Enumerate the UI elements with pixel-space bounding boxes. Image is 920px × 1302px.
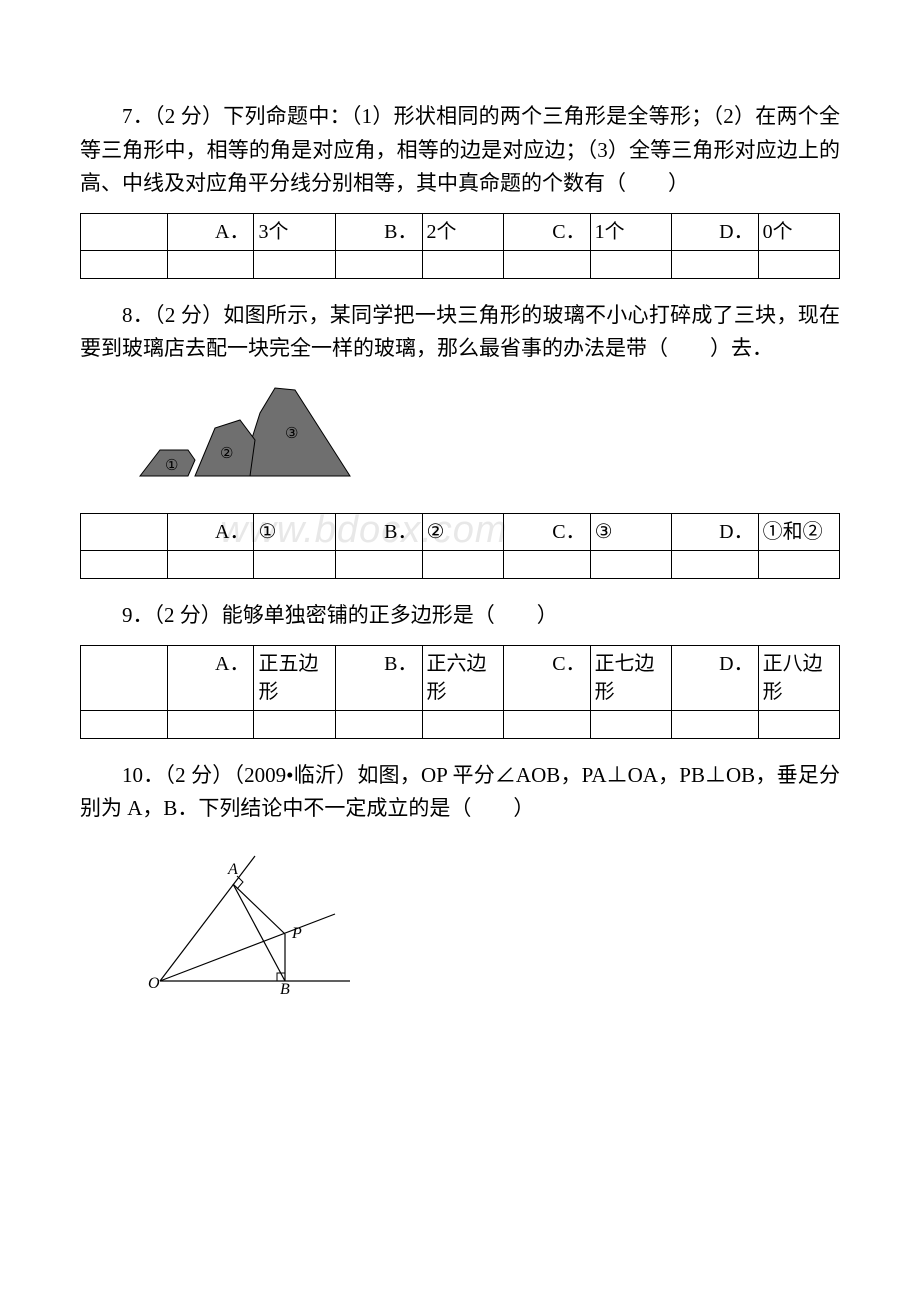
q9-option-a-label: A．	[167, 645, 254, 710]
q8-option-c-value: ③	[590, 513, 671, 550]
glass-label-3: ③	[285, 426, 298, 442]
question-7: 7．（2 分）下列命题中：（1）形状相同的两个三角形是全等形；（2）在两个全等三…	[80, 100, 840, 279]
q7-option-d-value: 0个	[758, 213, 839, 250]
q7-option-d-label: D．	[671, 213, 758, 250]
q9-option-c-label: C．	[503, 645, 590, 710]
question-10-text: 10．（2 分）（2009•临沂）如图，OP 平分∠AOB，PA⊥OA，PB⊥O…	[80, 759, 840, 826]
q8-option-b-value: ②	[422, 513, 503, 550]
label-O: O	[148, 975, 160, 992]
question-9-text: 9．（2 分）能够单独密铺的正多边形是（ ）	[80, 599, 840, 633]
q8-option-d-label: D．	[671, 513, 758, 550]
q8-option-c-label: C．	[503, 513, 590, 550]
question-7-text: 7．（2 分）下列命题中：（1）形状相同的两个三角形是全等形；（2）在两个全等三…	[80, 100, 840, 201]
q9-option-d-label: D．	[671, 645, 758, 710]
q8-option-d-value: ①和②	[758, 513, 839, 550]
q9-option-c-value: 正七边形	[590, 645, 671, 710]
label-B: B	[280, 981, 290, 996]
q8-option-a-label: A．	[167, 513, 254, 550]
question-8: 8．（2 分）如图所示，某同学把一块三角形的玻璃不小心打碎成了三块，现在要到玻璃…	[80, 299, 840, 579]
q9-option-b-label: B．	[335, 645, 422, 710]
question-8-options-table: A． ① B． ② C． ③ D． ①和②	[80, 513, 840, 579]
q9-option-d-value: 正八边形	[758, 645, 839, 710]
question-9: 9．（2 分）能够单独密铺的正多边形是（ ） A． 正五边形 B． 正六边形 C…	[80, 599, 840, 739]
label-A: A	[227, 861, 238, 878]
q7-option-b-label: B．	[335, 213, 422, 250]
q9-option-a-value: 正五边形	[254, 645, 335, 710]
q7-option-a-value: 3个	[254, 213, 335, 250]
q7-option-b-value: 2个	[422, 213, 503, 250]
q7-option-a-label: A．	[167, 213, 254, 250]
question-10: 10．（2 分）（2009•临沂）如图，OP 平分∠AOB，PA⊥OA，PB⊥O…	[80, 759, 840, 1001]
question-8-text: 8．（2 分）如图所示，某同学把一块三角形的玻璃不小心打碎成了三块，现在要到玻璃…	[80, 299, 840, 366]
glass-label-1: ①	[165, 458, 178, 474]
q9-option-b-value: 正六边形	[422, 645, 503, 710]
geometry-diagram: O A P B	[140, 846, 840, 1001]
q8-option-b-label: B．	[335, 513, 422, 550]
q7-option-c-label: C．	[503, 213, 590, 250]
broken-glass-image: ① ② ③	[120, 378, 840, 503]
glass-label-2: ②	[220, 446, 233, 462]
q8-option-a-value: ①	[254, 513, 335, 550]
label-P: P	[291, 925, 302, 942]
question-9-options-table: A． 正五边形 B． 正六边形 C． 正七边形 D． 正八边形	[80, 645, 840, 739]
question-7-options-table: A． 3个 B． 2个 C． 1个 D． 0个	[80, 213, 840, 279]
q7-option-c-value: 1个	[590, 213, 671, 250]
